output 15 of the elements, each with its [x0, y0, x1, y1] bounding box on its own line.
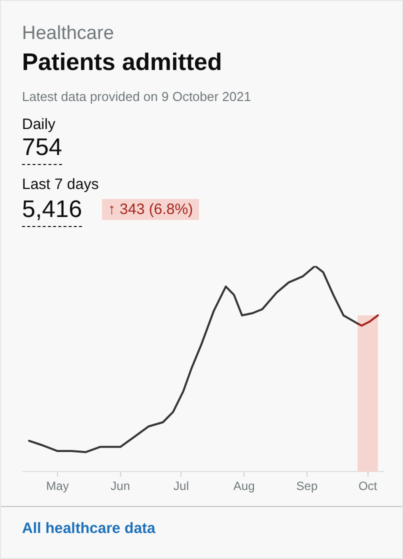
text: All healthcare data [22, 520, 156, 537]
text: Latest data provided on 9 October 2021 [22, 89, 252, 104]
x-tick-label: Aug [233, 479, 255, 494]
x-tick-label: Sep [296, 479, 318, 494]
chart-title: Patients admitted [22, 49, 222, 77]
text: ↑ 343 (6.8%) [102, 199, 200, 220]
text: Daily [22, 116, 56, 133]
text: 5,416 [22, 196, 82, 227]
text: Last 7 days [22, 176, 99, 193]
x-tick-label: May [46, 479, 69, 494]
x-tick-label: Jul [174, 479, 189, 494]
x-tick-label: Jun [110, 479, 130, 494]
text: 754 [22, 134, 62, 165]
chart-subtitle: Healthcare [22, 23, 114, 45]
x-tick-label: Oct [358, 479, 378, 494]
